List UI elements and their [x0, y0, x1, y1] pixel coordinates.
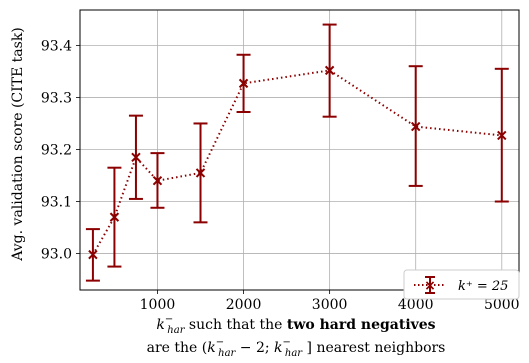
x-tick-label: 4000 — [398, 297, 434, 313]
x-axis-label-line1: k− har such that the two hard negatives — [156, 314, 435, 336]
x-tick-label: 2000 — [226, 297, 262, 313]
data-point-marker — [410, 121, 421, 132]
data-point-marker — [195, 168, 206, 178]
y-tick-label: 93.2 — [41, 142, 72, 158]
data-point-marker — [238, 78, 249, 89]
x-tick-label: 3000 — [312, 297, 348, 313]
ticks: 1000 2000 3000 4000 5000 93.0 93.1 93.2 93.3 93.4 — [41, 38, 520, 313]
legend-label: k⁺ = 25 — [458, 279, 508, 294]
x-tick-label: 1000 — [140, 297, 176, 313]
series-line — [92, 69, 502, 256]
grid — [80, 10, 519, 290]
x-axis-label-line2: are the (k− har − 2; k− har ] nearest neig… — [147, 337, 446, 359]
y-tick-label: 93.4 — [41, 38, 72, 54]
legend-marker: × — [424, 278, 436, 294]
y-tick-label: 93.3 — [41, 90, 72, 106]
data-point-marker — [324, 65, 335, 76]
data-point-marker — [88, 249, 98, 260]
y-axis-label: Avg. validation score (CITE task) — [10, 27, 26, 262]
x-tick-label: 5000 — [484, 297, 520, 313]
data-point-marker — [109, 212, 120, 222]
y-tick-label: 93.0 — [41, 247, 72, 263]
legend: × k⁺ = 25 — [403, 269, 520, 300]
data-point-marker — [497, 130, 507, 141]
plot-frame — [79, 9, 520, 291]
series-layer — [85, 23, 509, 282]
data-point-marker — [152, 175, 163, 186]
y-tick-label: 93.1 — [41, 195, 72, 211]
data-point-marker — [131, 152, 141, 162]
